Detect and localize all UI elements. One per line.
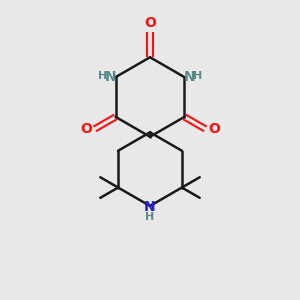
Text: N: N — [144, 200, 156, 214]
Text: H: H — [146, 212, 154, 222]
Text: N: N — [184, 70, 196, 84]
Text: O: O — [144, 16, 156, 30]
Text: N: N — [104, 70, 116, 84]
Text: O: O — [80, 122, 92, 136]
Text: O: O — [208, 122, 220, 136]
Text: H: H — [193, 71, 202, 81]
Text: H: H — [98, 71, 107, 81]
